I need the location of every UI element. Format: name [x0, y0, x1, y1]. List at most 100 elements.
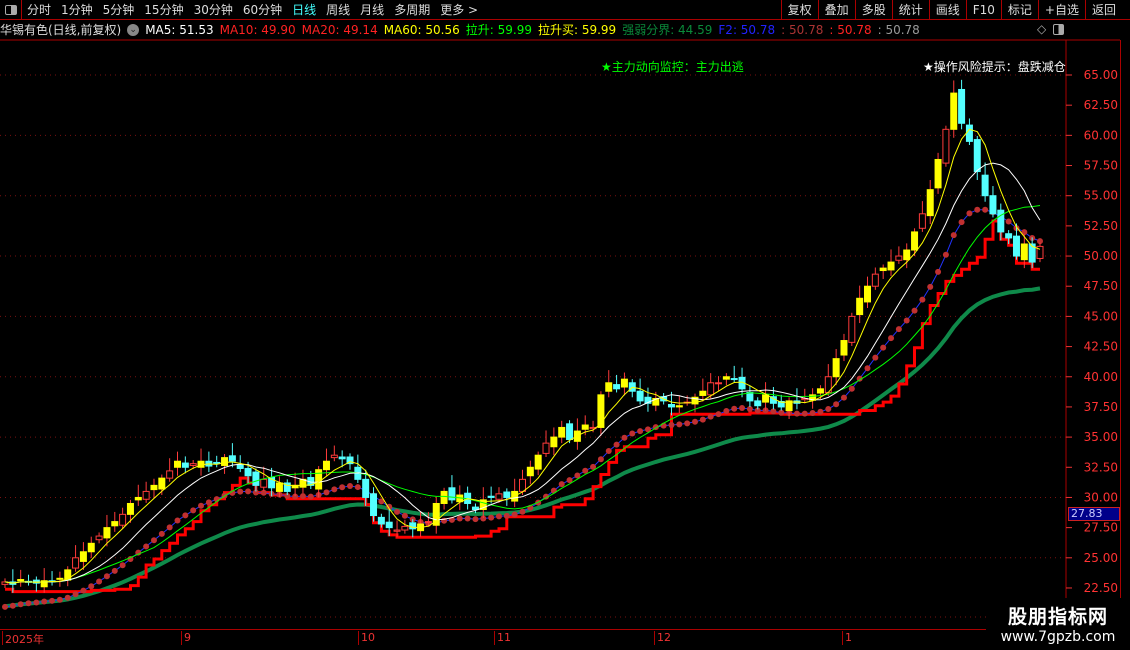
candle: [620, 378, 628, 388]
sar-dot: [801, 410, 808, 417]
price-tick-label: 42.50: [1084, 340, 1118, 354]
toolbar-button[interactable]: 叠加: [817, 0, 855, 20]
candle: [746, 391, 754, 402]
period-tab[interactable]: 5分钟: [102, 3, 135, 17]
sar-dot: [260, 489, 267, 496]
candle: [150, 484, 158, 491]
sar-dot: [103, 573, 110, 580]
candle: [965, 124, 973, 142]
candle: [362, 478, 370, 498]
price-tick-label: 60.00: [1084, 128, 1118, 142]
candle: [370, 493, 378, 517]
sar-dot: [903, 317, 910, 324]
period-tab[interactable]: 60分钟: [242, 3, 283, 17]
candle: [816, 388, 824, 394]
period-toolbar: 分时 1分钟 5分钟 15分钟 30分钟 60分钟 日线 周线 月线 多周期 更多 > 复权 叠加 多股…: [0, 0, 1130, 20]
period-tab[interactable]: 更多 >: [440, 3, 479, 17]
sar-dot: [88, 583, 95, 590]
layout-toggle-button[interactable]: [0, 0, 22, 20]
right-side-panel[interactable]: [1120, 40, 1130, 630]
toolbar-button[interactable]: 复权: [780, 0, 818, 20]
sar-dot: [292, 493, 299, 500]
sar-dot: [237, 488, 244, 495]
sar-dot: [1021, 229, 1028, 236]
toolbar-button[interactable]: 统计: [891, 0, 929, 20]
toolbar-button[interactable]: 返回: [1084, 0, 1122, 20]
period-tab[interactable]: 15分钟: [144, 3, 184, 17]
period-tab[interactable]: 月线: [360, 3, 385, 17]
date-label: 9: [181, 631, 191, 645]
sar-dot: [72, 591, 79, 598]
sar-dot: [323, 489, 330, 496]
sar-dot: [1005, 218, 1012, 225]
candle: [942, 128, 950, 164]
candle: [597, 394, 605, 428]
sar-dot: [895, 326, 902, 333]
sar-dot: [833, 401, 840, 408]
sar-dot: [49, 597, 56, 604]
candle: [848, 315, 856, 343]
candle: [330, 454, 338, 459]
sar-dot: [284, 492, 291, 499]
sar-dot: [848, 385, 855, 392]
candle: [840, 340, 848, 356]
period-tab[interactable]: 周线: [326, 3, 351, 17]
toolbar-button[interactable]: +自选: [1037, 0, 1085, 20]
support-step-line: [5, 219, 1040, 594]
ma60-value: MA60: 50.56: [383, 22, 460, 37]
diamond-icon[interactable]: ◇: [1037, 22, 1047, 36]
period-tab[interactable]: 1分钟: [61, 3, 93, 17]
dropdown-icon[interactable]: ⌄: [127, 23, 140, 36]
sar-dot: [252, 489, 259, 496]
period-tab[interactable]: 日线: [292, 3, 317, 17]
panel-toggle-icon[interactable]: [1053, 24, 1064, 35]
sar-dot: [464, 515, 471, 522]
sar-dot: [880, 344, 887, 351]
period-tab[interactable]: 多周期: [394, 3, 431, 17]
candle: [762, 394, 770, 403]
toolbar-button[interactable]: 画线: [928, 0, 966, 20]
price-tick-label: 45.00: [1084, 309, 1118, 323]
sar-dot: [190, 507, 197, 514]
candle: [268, 477, 276, 489]
candle: [777, 400, 785, 408]
kline-chart[interactable]: 65.00 62.50 60.00 57.50 55.00 52.50 50.00 47.50…: [0, 0, 1130, 630]
sar-dot: [198, 502, 205, 509]
sar-dot: [519, 508, 526, 515]
sar-dot: [840, 394, 847, 401]
candle: [754, 400, 762, 407]
candle: [519, 478, 526, 492]
toolbar-button[interactable]: F10: [965, 0, 1001, 20]
sar-dot: [676, 421, 683, 428]
sar-dot: [205, 499, 212, 506]
sar-dot: [158, 530, 165, 537]
date-label: 1: [842, 631, 852, 645]
candle: [236, 464, 244, 469]
period-tab[interactable]: 30分钟: [193, 3, 233, 17]
candle: [393, 529, 401, 532]
price-tick-label: 50.00: [1084, 249, 1118, 263]
sar-dot: [817, 408, 824, 415]
candle: [981, 174, 989, 197]
date-label: 10: [358, 631, 375, 645]
candle: [87, 542, 95, 553]
ma5-line: [4, 128, 1041, 584]
sar-dot: [511, 511, 518, 518]
stock-title: 华锡有色(日线,前复权): [0, 23, 122, 37]
toolbar-button[interactable]: 多股: [854, 0, 892, 20]
candle: [534, 454, 542, 470]
candle: [126, 502, 134, 515]
toolbar-button[interactable]: 标记: [1000, 0, 1038, 20]
candle: [72, 557, 80, 569]
sar-dot: [307, 493, 314, 500]
candle: [95, 535, 103, 541]
period-tab[interactable]: 分时: [27, 3, 52, 17]
date-label: 2025年: [2, 631, 44, 646]
candle: [346, 456, 354, 465]
sar-dot: [872, 354, 879, 361]
candle: [322, 460, 330, 471]
price-tick-label: 25.00: [1084, 551, 1118, 565]
value-2: : 50.78: [829, 22, 872, 37]
candle: [1028, 243, 1036, 263]
sar-dot: [64, 594, 71, 601]
